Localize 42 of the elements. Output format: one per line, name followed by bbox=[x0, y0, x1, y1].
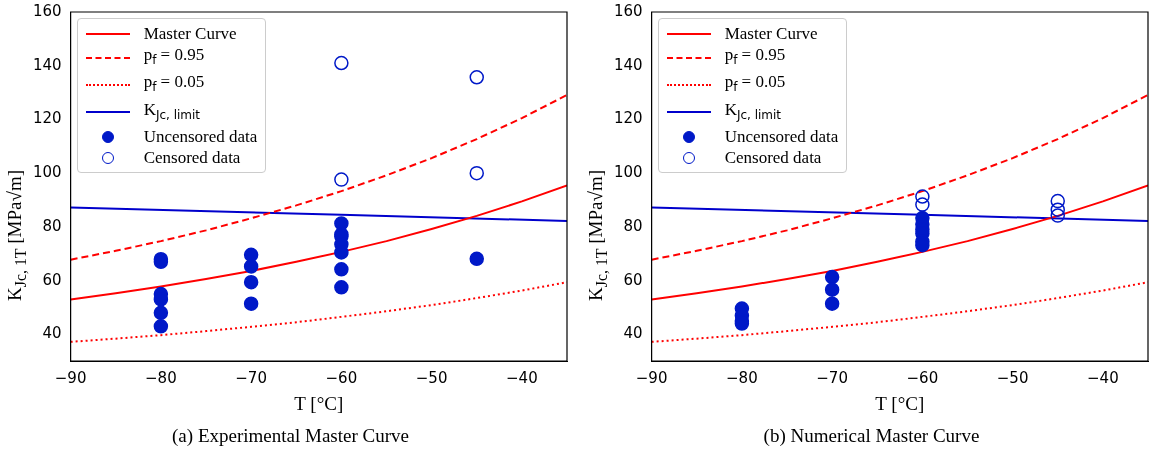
y-tick-label: 80 bbox=[623, 216, 643, 235]
text: (b) Numerical Master Curve bbox=[762, 425, 981, 447]
legend-label: Master Curve bbox=[143, 23, 237, 44]
y-tick-label: 100 bbox=[32, 163, 62, 182]
legend-label: p$_{f}$ = 0.95 bbox=[143, 44, 205, 70]
y-tick-label: 160 bbox=[32, 1, 62, 20]
y-tick-label: 60 bbox=[623, 270, 643, 289]
legend-label: K$_{Jc, limit}$ bbox=[724, 98, 782, 125]
legend-label: Censored data bbox=[724, 147, 822, 169]
x-tick-label: −60 bbox=[325, 369, 358, 388]
x-axis-title: T [°C] bbox=[294, 392, 344, 414]
x-tick-label: −90 bbox=[54, 369, 87, 388]
legend-label: p$_{f}$ = 0.95 bbox=[724, 44, 786, 70]
y-tick-label: 140 bbox=[32, 55, 62, 74]
x-tick-label: −50 bbox=[415, 369, 448, 388]
x-tick-label: −90 bbox=[635, 369, 668, 388]
y-tick-label: 120 bbox=[613, 109, 643, 128]
text: (a) Experimental Master Curve bbox=[171, 425, 410, 447]
x-axis-title: T [°C] bbox=[875, 392, 925, 414]
legend-label: p$_{f}$ = 0.05 bbox=[724, 71, 786, 97]
legend-label: p$_{f}$ = 0.05 bbox=[143, 71, 205, 97]
y-tick-label: 60 bbox=[42, 270, 62, 289]
x-tick-label: −40 bbox=[1087, 369, 1119, 388]
y-tick-label: 40 bbox=[623, 324, 643, 343]
legend-label: K$_{Jc, limit}$ bbox=[143, 98, 201, 125]
y-tick-label: 160 bbox=[613, 1, 643, 20]
y-tick-label: 100 bbox=[613, 163, 643, 182]
x-tick-label: −80 bbox=[145, 369, 177, 388]
y-tick-label: 80 bbox=[42, 216, 62, 235]
x-tick-label: −70 bbox=[235, 369, 267, 388]
legend-label: Censored data bbox=[143, 147, 241, 169]
y-tick-label: 120 bbox=[32, 109, 62, 128]
legend-label: Uncensored data bbox=[724, 126, 839, 148]
legend-label: Uncensored data bbox=[143, 126, 258, 148]
y-tick-label: 40 bbox=[42, 324, 62, 343]
x-tick-label: −70 bbox=[816, 369, 848, 388]
legend-label: Master Curve bbox=[724, 23, 818, 44]
x-tick-label: −80 bbox=[726, 369, 758, 388]
y-tick-label: 140 bbox=[613, 55, 643, 74]
x-tick-label: −60 bbox=[906, 369, 939, 388]
x-tick-label: −50 bbox=[996, 369, 1029, 388]
x-tick-label: −40 bbox=[506, 369, 538, 388]
